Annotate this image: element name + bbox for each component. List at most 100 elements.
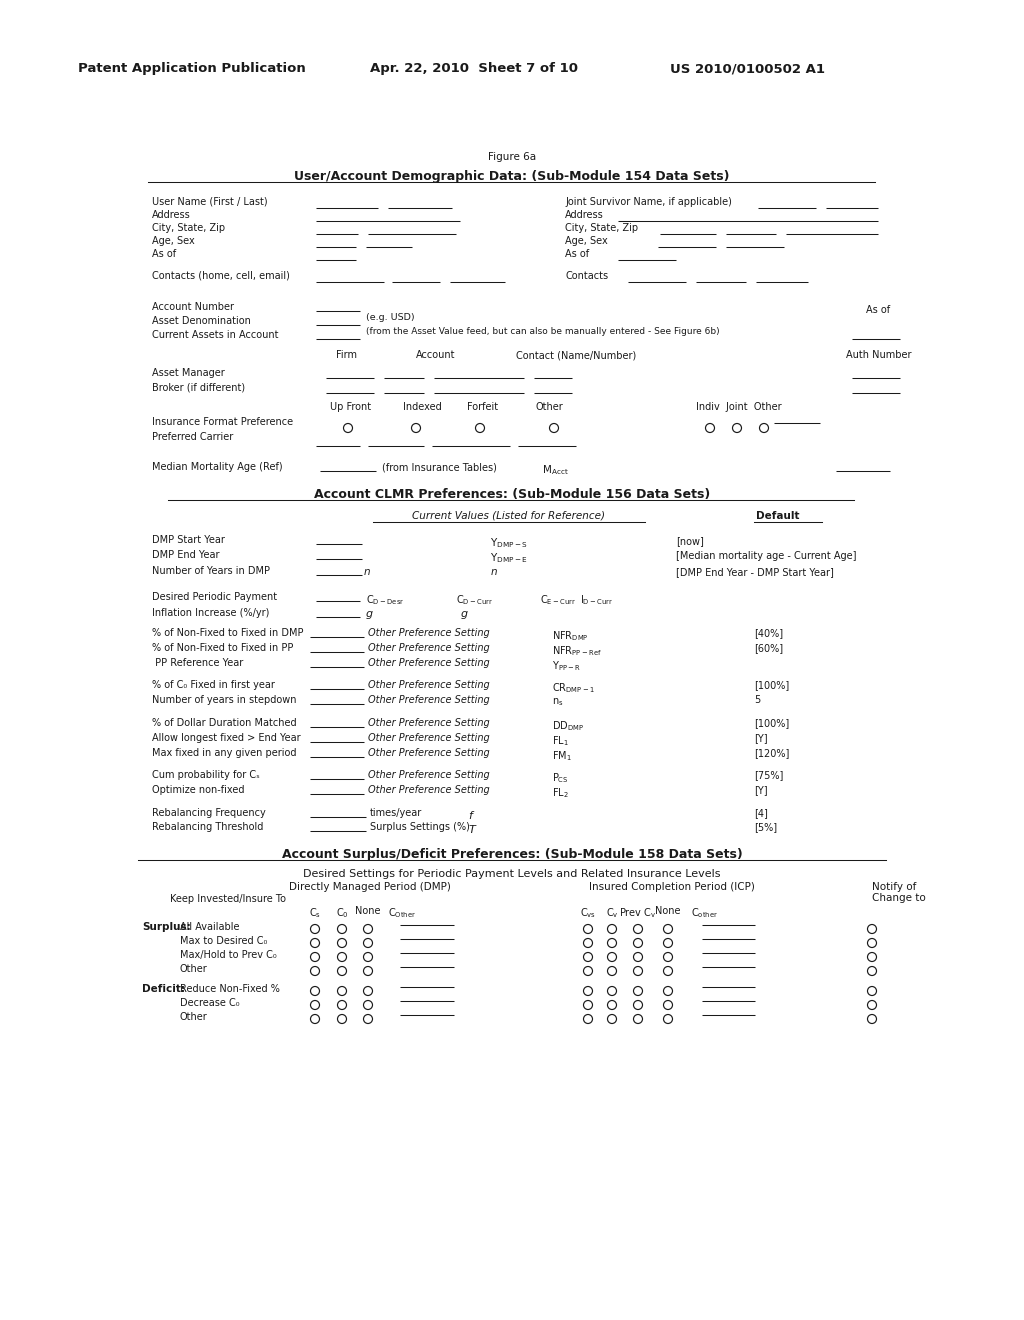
Text: Other Preference Setting: Other Preference Setting — [368, 643, 489, 653]
Text: Allow longest fixed > End Year: Allow longest fixed > End Year — [152, 733, 301, 743]
Text: As of: As of — [866, 305, 890, 315]
Text: Max/Hold to Prev C₀: Max/Hold to Prev C₀ — [180, 950, 276, 960]
Text: Deficit:: Deficit: — [142, 983, 185, 994]
Text: % of Non-Fixed to Fixed in DMP: % of Non-Fixed to Fixed in DMP — [152, 628, 303, 638]
Text: Up Front: Up Front — [330, 403, 371, 412]
Text: Address: Address — [565, 210, 604, 220]
Text: [Median mortality age - Current Age]: [Median mortality age - Current Age] — [676, 550, 856, 561]
Text: Apr. 22, 2010  Sheet 7 of 10: Apr. 22, 2010 Sheet 7 of 10 — [370, 62, 578, 75]
Text: Asset Manager: Asset Manager — [152, 368, 224, 378]
Text: Contacts: Contacts — [565, 271, 608, 281]
Text: Default: Default — [756, 511, 800, 521]
Text: % of C₀ Fixed in first year: % of C₀ Fixed in first year — [152, 680, 274, 690]
Text: Desired Settings for Periodic Payment Levels and Related Insurance Levels: Desired Settings for Periodic Payment Le… — [303, 869, 721, 879]
Text: Patent Application Publication: Patent Application Publication — [78, 62, 306, 75]
Text: Forfeit: Forfeit — [467, 403, 498, 412]
Text: Broker (if different): Broker (if different) — [152, 383, 245, 393]
Text: Surplus:: Surplus: — [142, 921, 190, 932]
Text: Figure 6a: Figure 6a — [488, 152, 536, 162]
Text: Address: Address — [152, 210, 190, 220]
Text: Indexed: Indexed — [403, 403, 441, 412]
Text: Account Number: Account Number — [152, 302, 234, 312]
Text: As of: As of — [565, 249, 589, 259]
Text: Contact (Name/Number): Contact (Name/Number) — [516, 350, 636, 360]
Text: $\mathit{g}$: $\mathit{g}$ — [365, 609, 374, 620]
Text: C$_\mathregular{vs}$: C$_\mathregular{vs}$ — [580, 906, 596, 920]
Text: Rebalancing Frequency: Rebalancing Frequency — [152, 808, 266, 818]
Text: FL$_\mathregular{1}$: FL$_\mathregular{1}$ — [552, 734, 568, 748]
Text: C$_\mathregular{0}$: C$_\mathregular{0}$ — [336, 906, 348, 920]
Text: P$_\mathregular{CS}$: P$_\mathregular{CS}$ — [552, 771, 568, 785]
Text: [100%]: [100%] — [754, 718, 790, 729]
Text: Insurance Format Preference: Insurance Format Preference — [152, 417, 293, 426]
Text: % of Non-Fixed to Fixed in PP: % of Non-Fixed to Fixed in PP — [152, 643, 293, 653]
Text: Number of Years in DMP: Number of Years in DMP — [152, 566, 270, 576]
Text: Optimize non-fixed: Optimize non-fixed — [152, 785, 245, 795]
Text: $\mathit{n}$: $\mathit{n}$ — [362, 568, 371, 577]
Text: Other Preference Setting: Other Preference Setting — [368, 680, 489, 690]
Text: Change to: Change to — [872, 894, 926, 903]
Text: Other: Other — [180, 964, 208, 974]
Text: DD$_\mathregular{DMP}$: DD$_\mathregular{DMP}$ — [552, 719, 584, 733]
Text: Decrease C₀: Decrease C₀ — [180, 998, 240, 1008]
Text: Prev C$_\mathregular{v}$: Prev C$_\mathregular{v}$ — [620, 906, 656, 920]
Text: (from the Asset Value feed, but can also be manually entered - See Figure 6b): (from the Asset Value feed, but can also… — [366, 327, 720, 337]
Text: C$_\mathregular{D-Desr}$: C$_\mathregular{D-Desr}$ — [366, 593, 404, 607]
Text: C$_\mathregular{Other}$: C$_\mathregular{Other}$ — [388, 906, 416, 920]
Text: I$_\mathregular{D-Curr}$: I$_\mathregular{D-Curr}$ — [580, 593, 613, 607]
Text: $\mathbf{\mathit{f}}$: $\mathbf{\mathit{f}}$ — [468, 809, 475, 821]
Text: [40%]: [40%] — [754, 628, 783, 638]
Text: (e.g. USD): (e.g. USD) — [366, 313, 415, 322]
Text: Asset Denomination: Asset Denomination — [152, 315, 251, 326]
Text: Other Preference Setting: Other Preference Setting — [368, 718, 489, 729]
Text: DMP Start Year: DMP Start Year — [152, 535, 225, 545]
Text: $\mathbf{\mathit{g}}$: $\mathbf{\mathit{g}}$ — [460, 609, 469, 620]
Text: C$_\mathregular{other}$: C$_\mathregular{other}$ — [691, 906, 719, 920]
Text: C$_\mathregular{s}$: C$_\mathregular{s}$ — [309, 906, 322, 920]
Text: Other Preference Setting: Other Preference Setting — [368, 733, 489, 743]
Text: Max to Desired C₀: Max to Desired C₀ — [180, 936, 267, 946]
Text: None: None — [655, 906, 681, 916]
Text: [now]: [now] — [676, 536, 703, 546]
Text: User Name (First / Last): User Name (First / Last) — [152, 197, 267, 207]
Text: [4]: [4] — [754, 808, 768, 818]
Text: [120%]: [120%] — [754, 748, 790, 758]
Text: Current Values (Listed for Reference): Current Values (Listed for Reference) — [412, 511, 604, 521]
Text: [5%]: [5%] — [754, 822, 777, 832]
Text: Age, Sex: Age, Sex — [565, 236, 608, 246]
Text: Joint Survivor Name, if applicable): Joint Survivor Name, if applicable) — [565, 197, 732, 207]
Text: Median Mortality Age (Ref): Median Mortality Age (Ref) — [152, 462, 283, 473]
Text: Cum probability for Cₛ: Cum probability for Cₛ — [152, 770, 260, 780]
Text: Other Preference Setting: Other Preference Setting — [368, 628, 489, 638]
Text: [60%]: [60%] — [754, 643, 783, 653]
Text: Other Preference Setting: Other Preference Setting — [368, 770, 489, 780]
Text: None: None — [355, 906, 381, 916]
Text: NFR$_\mathregular{DMP}$: NFR$_\mathregular{DMP}$ — [552, 630, 589, 643]
Text: [100%]: [100%] — [754, 680, 790, 690]
Text: Y$_\mathregular{DMP-E}$: Y$_\mathregular{DMP-E}$ — [490, 550, 527, 565]
Text: Directly Managed Period (DMP): Directly Managed Period (DMP) — [289, 882, 451, 892]
Text: All Available: All Available — [180, 921, 240, 932]
Text: [Y]: [Y] — [754, 785, 768, 795]
Text: Keep Invested/Insure To: Keep Invested/Insure To — [170, 894, 286, 904]
Text: Other Preference Setting: Other Preference Setting — [368, 657, 489, 668]
Text: C$_\mathregular{E-Curr}$: C$_\mathregular{E-Curr}$ — [540, 593, 577, 607]
Text: Other Preference Setting: Other Preference Setting — [368, 696, 489, 705]
Text: PP Reference Year: PP Reference Year — [152, 657, 244, 668]
Text: M$_\mathregular{Acct}$: M$_\mathregular{Acct}$ — [542, 463, 568, 477]
Text: Firm: Firm — [336, 350, 357, 360]
Text: City, State, Zip: City, State, Zip — [152, 223, 225, 234]
Text: Auth Number: Auth Number — [846, 350, 911, 360]
Text: Insured Completion Period (ICP): Insured Completion Period (ICP) — [589, 882, 755, 892]
Text: FL$_\mathregular{2}$: FL$_\mathregular{2}$ — [552, 785, 568, 800]
Text: Rebalancing Threshold: Rebalancing Threshold — [152, 822, 263, 832]
Text: times/year: times/year — [370, 808, 422, 818]
Text: 5: 5 — [754, 696, 760, 705]
Text: City, State, Zip: City, State, Zip — [565, 223, 638, 234]
Text: Current Assets in Account: Current Assets in Account — [152, 330, 279, 341]
Text: Other Preference Setting: Other Preference Setting — [368, 748, 489, 758]
Text: Age, Sex: Age, Sex — [152, 236, 195, 246]
Text: Reduce Non-Fixed %: Reduce Non-Fixed % — [180, 983, 280, 994]
Text: FM$_\mathregular{1}$: FM$_\mathregular{1}$ — [552, 748, 571, 763]
Text: Account CLMR Preferences: (Sub-Module 156 Data Sets): Account CLMR Preferences: (Sub-Module 15… — [314, 488, 710, 502]
